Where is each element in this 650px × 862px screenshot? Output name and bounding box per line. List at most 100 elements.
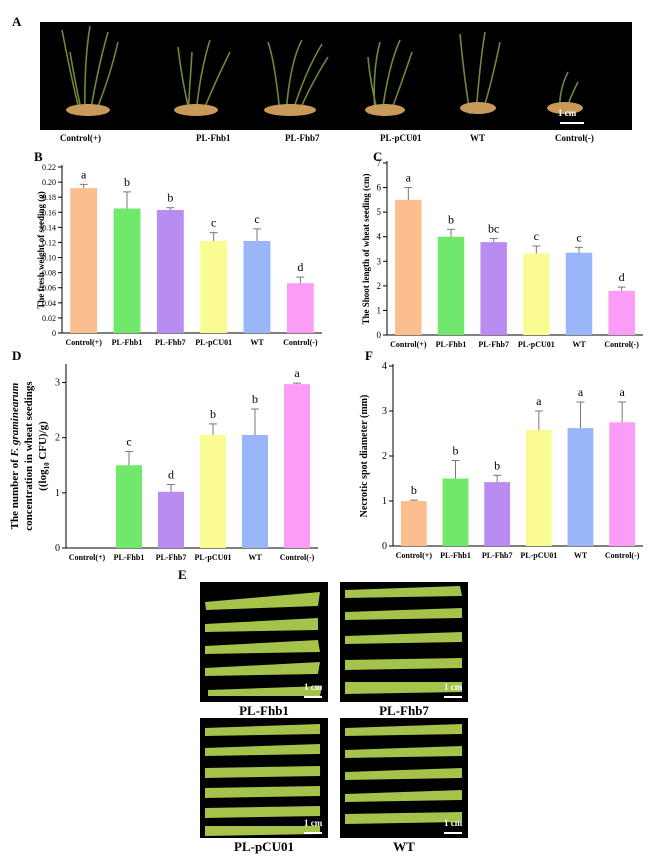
- panel-b-bar: [243, 240, 271, 333]
- panel-e-scale-1: 1 cm: [304, 682, 323, 692]
- panel-d-sig-letter: c: [126, 434, 131, 448]
- panel-c-sig-letter: bc: [488, 221, 499, 235]
- panel-c-x-tick-label: Control(-): [604, 340, 639, 349]
- panel-e-caption-fhb7: PL-Fhb7: [379, 703, 429, 718]
- panel-f-x-tick-label: PL-Fhb7: [482, 551, 513, 560]
- panel-f-y-label: Necrotic spot diameter (mm): [359, 395, 370, 518]
- panel-d-y-tick-label: 0: [55, 543, 60, 554]
- panel-a-label-ctrl-plus: Control(+): [60, 133, 101, 143]
- panel-b-bar: [286, 283, 314, 333]
- panel-d-x-tick-label: PL-pCU01: [195, 553, 232, 562]
- panel-e-scale-2: 1 cm: [444, 682, 463, 692]
- panel-e-scale-3: 1 cm: [304, 818, 323, 828]
- panel-b-sig-letter: c: [254, 212, 259, 226]
- panel-b-x-tick-label: Control(-): [283, 338, 318, 347]
- panel-b-y-tick-label: 0.06: [42, 284, 56, 293]
- panel-c-y-label: The Shoot length of wheat seeding (cm): [361, 174, 371, 325]
- panel-d-x-tick-label: Control(-): [280, 553, 315, 562]
- panel-f-x-tick-label: Control(+): [396, 551, 433, 560]
- panel-d-x-tick-label: Control(+): [69, 553, 106, 562]
- panel-d-sig-letter: a: [294, 366, 300, 380]
- panel-b-bar: [200, 240, 228, 333]
- panel-b-y-tick-label: 0.12: [42, 238, 56, 247]
- panel-a-label-fhb7: PL-Fhb7: [285, 133, 320, 143]
- panel-a-label-fhb1: PL-Fhb1: [196, 133, 231, 143]
- panel-b-x-tick-label: PL-Fhb1: [112, 338, 143, 347]
- panel-c-bar: [437, 236, 465, 335]
- panel-b-x-tick-label: Control(+): [65, 338, 102, 347]
- panel-f-y-tick-label: 4: [382, 361, 387, 372]
- panel-b-y-tick-label: 0.10: [42, 254, 56, 263]
- panel-d-bar: [199, 434, 227, 548]
- panel-f-sig-letter: b: [494, 458, 500, 472]
- panel-f-y-tick-label: 0: [382, 541, 387, 552]
- panel-f-y-tick-label: 1: [382, 496, 387, 507]
- panel-f-sig-letter: a: [578, 385, 584, 399]
- panel-c-sig-letter: b: [448, 212, 454, 226]
- panel-b-bar: [156, 210, 184, 333]
- panel-b-bar: [113, 208, 141, 333]
- panel-c-x-tick-label: Control(+): [390, 340, 427, 349]
- panel-c-y-tick-label: 6: [377, 183, 382, 193]
- panel-c-y-tick-label: 4: [377, 232, 382, 242]
- panel-c-y-tick-label: 0: [377, 330, 382, 340]
- panel-b-x-tick-label: PL-pCU01: [195, 338, 232, 347]
- panel-f-bar: [442, 478, 469, 546]
- panel-f-bar: [525, 429, 552, 546]
- panel-c-x-tick-label: PL-Fhb1: [436, 340, 467, 349]
- panel-b-sig-letter: d: [297, 260, 303, 274]
- panel-c-sig-letter: c: [534, 229, 539, 243]
- seedlings-photo: 1 cm: [40, 22, 632, 130]
- panel-f-bar: [609, 422, 636, 546]
- panel-d-x-tick-label: PL-Fhb1: [114, 553, 145, 562]
- panel-b-y-tick-label: 0: [52, 329, 56, 338]
- panel-b-y-tick-label: 0.22: [42, 163, 56, 172]
- panel-f-x-tick-label: PL-pCU01: [520, 551, 557, 560]
- chart-shoot-length: C 0 1 2 3 4 5 6 7 a Control(+) b PL-Fhb1 bc PL-Fhb7 c PL…: [361, 149, 643, 349]
- panel-a-label-ctrl-minus: Control(-): [555, 133, 594, 143]
- panel-e-scale-4: 1 cm: [444, 818, 463, 828]
- panel-d-bar: [241, 434, 269, 548]
- panel-d-sig-letter: b: [210, 407, 216, 421]
- panel-b-sig-letter: a: [81, 167, 87, 181]
- panel-d-sig-letter: b: [252, 392, 258, 406]
- panel-a-letter: A: [12, 14, 22, 29]
- panel-d-y-label-line1: The number of F. graminearum: [9, 382, 21, 529]
- panel-f-sig-letter: b: [453, 444, 459, 458]
- chart-necrotic-spot: F 0 1 2 3 4 b Control(+) b PL-Fhb1 b PL-Fhb7 a PL-pCU…: [359, 348, 643, 560]
- panel-e-caption-fhb1: PL-Fhb1: [239, 703, 289, 718]
- panel-b-x-tick-label: PL-Fhb7: [155, 338, 186, 347]
- panel-c-sig-letter: c: [576, 230, 581, 244]
- panel-e-caption-pcu01: PL-pCU01: [234, 839, 294, 854]
- panel-d-y-tick-label: 1: [55, 488, 60, 499]
- leaf-photos: [200, 582, 468, 838]
- panel-c-bar: [608, 290, 635, 335]
- panel-c-y-tick-label: 1: [377, 305, 382, 315]
- panel-c-bar: [395, 199, 422, 335]
- panel-f-y-tick-label: 2: [382, 451, 387, 462]
- panel-f-y-tick-label: 3: [382, 406, 387, 417]
- panel-a-scale: 1 cm: [558, 108, 577, 118]
- panel-f-sig-letter: a: [536, 394, 542, 408]
- panel-b-y-tick-label: 0.08: [42, 269, 56, 278]
- panel-c-bar: [523, 253, 550, 335]
- panel-f-x-tick-label: Control(-): [605, 551, 640, 560]
- panel-d-bar: [157, 491, 185, 548]
- panel-b-sig-letter: b: [167, 191, 173, 205]
- panel-f-x-tick-label: WT: [574, 551, 588, 560]
- panel-c-bar: [480, 242, 507, 335]
- panel-b-letter: B: [34, 149, 43, 164]
- panel-d-y-tick-label: 2: [55, 433, 60, 444]
- panel-c-sig-letter: a: [406, 171, 412, 185]
- panel-b-y-tick-label: 0.20: [42, 178, 56, 187]
- panel-f-bar: [567, 428, 594, 546]
- panel-e-letter: E: [178, 567, 187, 582]
- panel-d-bar: [283, 384, 311, 548]
- panel-d-x-tick-label: WT: [248, 553, 262, 562]
- panel-a-label-wt: WT: [470, 133, 486, 143]
- panel-d-y-label-line3: ((log10 CFU)/g): [37, 421, 51, 491]
- panel-b-sig-letter: b: [124, 175, 130, 189]
- panel-d-x-tick-label: PL-Fhb7: [156, 553, 187, 562]
- panel-c-x-tick-label: PL-Fhb7: [478, 340, 509, 349]
- panel-f-sig-letter: b: [411, 483, 417, 497]
